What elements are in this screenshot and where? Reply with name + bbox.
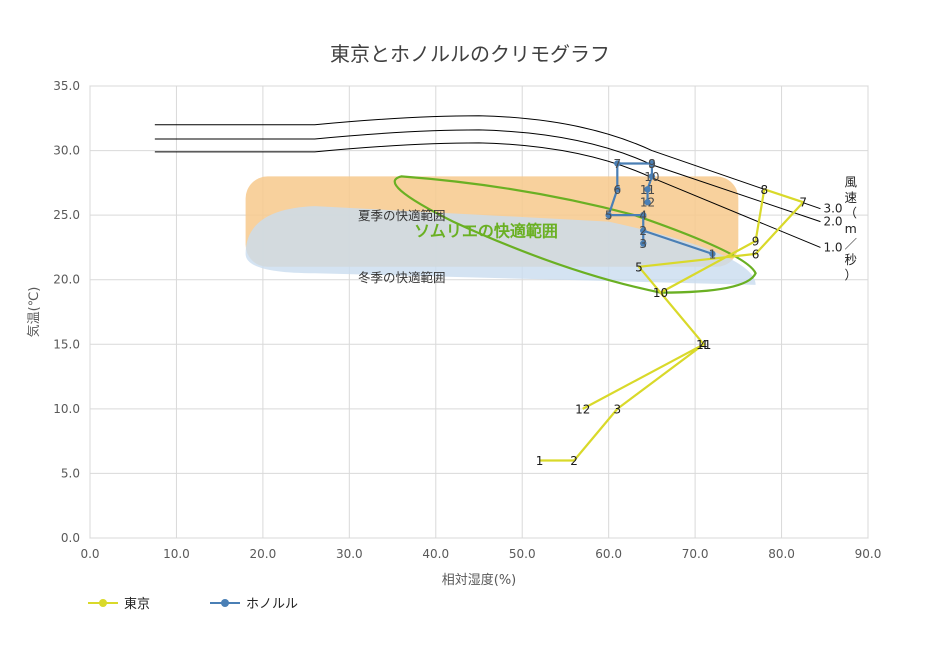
data-label-tokyo: 12 bbox=[575, 402, 590, 416]
wind-heading-char: ／ bbox=[844, 237, 857, 252]
wind-heading-char: 速 bbox=[844, 190, 857, 205]
wind-heading-char: m bbox=[845, 221, 857, 236]
data-label-honolulu: 10 bbox=[644, 170, 659, 184]
summer-region-label: 夏季の快適範囲 bbox=[358, 208, 446, 223]
data-label-honolulu: 4 bbox=[639, 209, 647, 223]
wind-heading-char: 風 bbox=[844, 175, 857, 190]
data-point-honolulu bbox=[614, 186, 621, 193]
x-axis-title: 相対湿度(%) bbox=[442, 572, 517, 588]
y-tick-label: 20.0 bbox=[53, 273, 80, 287]
x-tick-label: 10.0 bbox=[163, 547, 190, 561]
legend-item-tokyo[interactable]: 東京 bbox=[88, 593, 150, 612]
data-label-tokyo: 5 bbox=[635, 260, 643, 274]
x-tick-label: 30.0 bbox=[336, 547, 363, 561]
data-point-honolulu bbox=[640, 211, 647, 219]
legend-swatch-tokyo bbox=[88, 598, 118, 608]
data-label-tokyo: 8 bbox=[760, 183, 768, 197]
x-tick-label: 20.0 bbox=[250, 547, 277, 561]
wind-heading-char: （ bbox=[844, 206, 857, 221]
wind-speed-line bbox=[154, 129, 821, 223]
data-point-honolulu bbox=[644, 199, 651, 206]
data-label-honolulu: 5 bbox=[605, 209, 613, 223]
data-label-tokyo: 10 bbox=[653, 286, 668, 300]
y-axis-title: 気温(℃) bbox=[26, 287, 42, 338]
plot-frame bbox=[89, 85, 869, 539]
legend-item-honolulu[interactable]: ホノルル bbox=[210, 593, 298, 612]
data-label-tokyo: 9 bbox=[752, 234, 760, 248]
data-point-honolulu bbox=[709, 250, 716, 258]
data-label-honolulu: 6 bbox=[613, 183, 621, 197]
data-label-tokyo: 6 bbox=[752, 247, 760, 261]
data-point-honolulu bbox=[644, 186, 651, 193]
data-label-honolulu: 12 bbox=[640, 196, 655, 210]
data-label-honolulu: 3 bbox=[639, 237, 647, 251]
data-point-honolulu bbox=[614, 160, 621, 167]
y-tick-label: 10.0 bbox=[53, 402, 80, 416]
winter-comfort-region bbox=[245, 206, 756, 285]
data-point-honolulu bbox=[648, 173, 656, 180]
sommelier-comfort-region bbox=[393, 175, 757, 294]
legend-swatch-honolulu bbox=[210, 598, 241, 608]
y-tick-label: 35.0 bbox=[53, 79, 80, 93]
chart-title: 東京とホノルルのクリモグラフ bbox=[330, 42, 610, 66]
y-tick-label: 0.0 bbox=[61, 531, 80, 545]
data-label-honolulu: 1 bbox=[709, 247, 717, 261]
x-tick-label: 50.0 bbox=[509, 547, 536, 561]
winter-region-label: 冬季の快適範囲 bbox=[358, 270, 446, 285]
wind-heading-char: 秒 bbox=[844, 252, 857, 267]
y-tick-label: 15.0 bbox=[53, 337, 80, 351]
y-tick-label: 25.0 bbox=[53, 208, 80, 222]
wind-heading-char: ） bbox=[844, 268, 857, 283]
legend-label-honolulu: ホノルル bbox=[246, 597, 299, 612]
data-label-tokyo: 3 bbox=[613, 402, 621, 416]
data-point-honolulu bbox=[640, 227, 647, 234]
wind-speed-label: 1.0 bbox=[823, 240, 842, 254]
sommelier-region-label: ソムリエの快適範囲 bbox=[414, 222, 558, 241]
data-label-tokyo: 11 bbox=[696, 338, 711, 352]
data-label-honolulu: 7 bbox=[613, 157, 621, 171]
data-label-tokyo: 2 bbox=[570, 454, 578, 468]
data-label-honolulu: 2 bbox=[639, 224, 647, 238]
wind-speed-label: 2.0 bbox=[823, 215, 842, 229]
wind-speed-label: 3.0 bbox=[823, 202, 842, 216]
data-point-honolulu bbox=[605, 211, 612, 219]
x-tick-label: 0.0 bbox=[80, 547, 99, 561]
data-point-honolulu bbox=[648, 160, 656, 167]
data-label-honolulu: 9 bbox=[648, 157, 656, 171]
legend-label-tokyo: 東京 bbox=[124, 597, 151, 612]
data-label-tokyo: 7 bbox=[799, 196, 807, 210]
x-tick-label: 40.0 bbox=[422, 547, 449, 561]
x-tick-label: 60.0 bbox=[595, 547, 622, 561]
data-label-tokyo: 1 bbox=[536, 454, 544, 468]
series-line-tokyo bbox=[539, 188, 805, 462]
x-tick-label: 80.0 bbox=[768, 547, 795, 561]
data-point-honolulu bbox=[640, 240, 647, 247]
wind-speed-line bbox=[154, 115, 821, 210]
y-tick-label: 5.0 bbox=[61, 466, 80, 480]
data-label-honolulu: 11 bbox=[640, 183, 655, 197]
chart-legend: 東京 ホノルル bbox=[88, 593, 298, 612]
x-tick-label: 70.0 bbox=[682, 547, 709, 561]
y-tick-label: 30.0 bbox=[53, 144, 80, 158]
data-label-tokyo: 4 bbox=[700, 338, 708, 352]
x-tick-label: 90.0 bbox=[855, 547, 882, 561]
